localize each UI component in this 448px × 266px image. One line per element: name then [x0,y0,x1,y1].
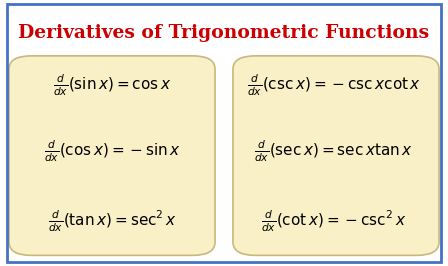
Text: $\frac{d}{dx}(\cot x) = -\csc^2 x$: $\frac{d}{dx}(\cot x) = -\csc^2 x$ [261,208,406,234]
Text: $\frac{d}{dx}(\cos x) = -\sin x$: $\frac{d}{dx}(\cos x) = -\sin x$ [43,139,181,164]
Text: $\frac{d}{dx}(\sin x) = \cos x$: $\frac{d}{dx}(\sin x) = \cos x$ [53,72,171,98]
FancyBboxPatch shape [233,56,439,255]
Text: Derivatives of Trigonometric Functions: Derivatives of Trigonometric Functions [18,24,430,42]
Text: $\frac{d}{dx}(\tan x) = \sec^2 x$: $\frac{d}{dx}(\tan x) = \sec^2 x$ [47,208,177,234]
Text: $\frac{d}{dx}(\sec x) = \sec x\tan x$: $\frac{d}{dx}(\sec x) = \sec x\tan x$ [254,139,413,164]
Text: $\frac{d}{dx}(\csc x) = -\csc x\cot x$: $\frac{d}{dx}(\csc x) = -\csc x\cot x$ [247,72,421,98]
FancyBboxPatch shape [9,56,215,255]
